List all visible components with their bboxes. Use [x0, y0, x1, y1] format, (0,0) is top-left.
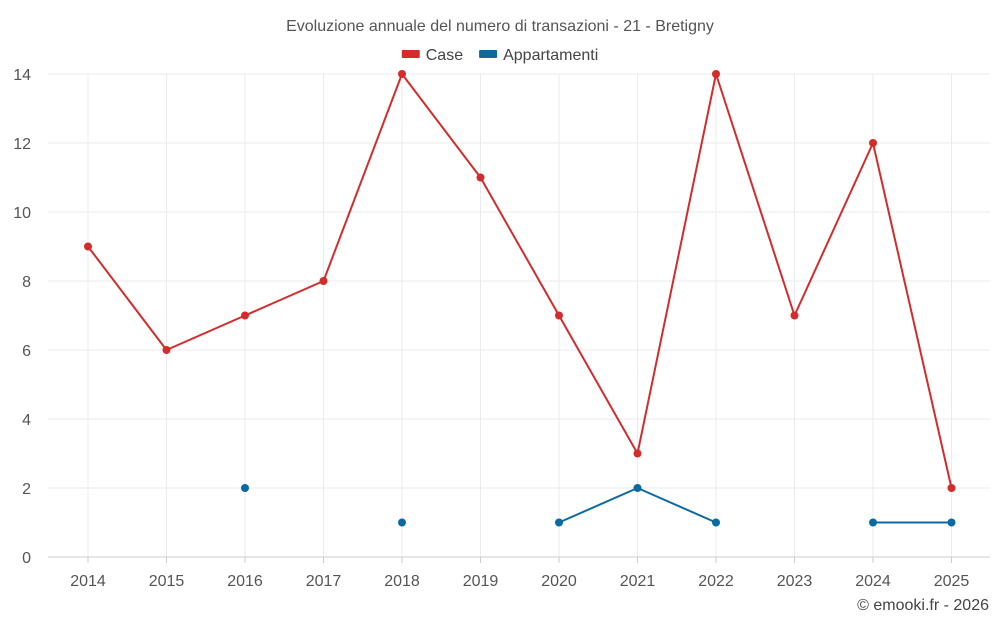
data-point[interactable]: [162, 346, 171, 354]
y-tick-label: 10: [13, 205, 31, 222]
x-tick-label: 2024: [855, 573, 891, 590]
legend-swatch: [479, 50, 498, 58]
series-line-segment: [87, 245, 168, 351]
credit-label: © emooki.fr - 2026: [857, 597, 989, 614]
data-point[interactable]: [633, 484, 642, 492]
series-line-segment: [793, 142, 874, 317]
series-line-segment: [636, 487, 717, 524]
data-point[interactable]: [790, 311, 799, 320]
data-point[interactable]: [947, 518, 956, 527]
series-line-segment: [322, 73, 403, 282]
series-line-segment: [165, 314, 246, 351]
legend[interactable]: Case Appartamenti: [401, 47, 599, 64]
series-line-segment: [872, 142, 953, 489]
legend-label: Case: [426, 47, 463, 64]
x-tick-label: 2017: [306, 573, 342, 590]
legend-label: Appartamenti: [503, 47, 598, 64]
y-tick-label: 14: [13, 67, 31, 84]
y-tick-label: 0: [22, 550, 31, 567]
series-line-segment: [558, 487, 639, 524]
y-tick-label: 6: [22, 343, 31, 360]
y-tick-label: 8: [22, 274, 31, 291]
data-point[interactable]: [555, 311, 563, 320]
legend-item-1[interactable]: Appartamenti: [479, 47, 598, 64]
x-tick-label: 2014: [70, 573, 106, 590]
series-line-segment: [715, 73, 796, 317]
x-tick-label: 2020: [541, 573, 577, 590]
series-0: [84, 70, 956, 492]
axes: 0 2 4 6 8 10 12 14 2014 2015 2016 2017 2018 2019 2020 2…: [13, 67, 990, 590]
data-point[interactable]: [712, 70, 720, 78]
series-line-segment: [401, 73, 482, 179]
x-tick-label: 2015: [149, 573, 185, 590]
legend-swatch: [401, 50, 420, 58]
chart-title: Evoluzione annuale del numero di transaz…: [286, 18, 714, 35]
data-point[interactable]: [319, 277, 328, 285]
data-point[interactable]: [84, 242, 92, 251]
x-tick-label: 2019: [463, 573, 499, 590]
x-tick-label: 2023: [777, 573, 813, 590]
x-tick-label: 2018: [384, 573, 420, 590]
data-point[interactable]: [398, 70, 406, 78]
data-point[interactable]: [869, 518, 877, 527]
x-tick-label: 2021: [620, 573, 656, 590]
grid: [48, 73, 990, 557]
data-point[interactable]: [555, 518, 563, 527]
y-tick-label: 2: [22, 481, 31, 498]
legend-item-0[interactable]: Case: [401, 47, 463, 64]
data-point[interactable]: [869, 139, 877, 147]
x-tick-label: 2016: [227, 573, 263, 590]
series-line-segment: [479, 176, 560, 317]
data-point[interactable]: [241, 311, 249, 320]
y-tick-label: 12: [13, 136, 31, 153]
series-layer: [84, 70, 956, 527]
data-point[interactable]: [398, 518, 406, 527]
y-tick-label: 4: [22, 412, 31, 429]
data-point[interactable]: [947, 484, 956, 492]
series-line-segment: [558, 314, 639, 455]
data-point[interactable]: [633, 449, 642, 458]
data-point[interactable]: [712, 518, 720, 527]
series-1: [241, 484, 956, 527]
series-line-segment: [636, 73, 717, 455]
data-point[interactable]: [476, 173, 485, 182]
data-point[interactable]: [241, 484, 249, 492]
x-tick-label: 2025: [934, 573, 970, 590]
x-tick-label: 2022: [698, 573, 734, 590]
series-line-segment: [244, 280, 325, 317]
